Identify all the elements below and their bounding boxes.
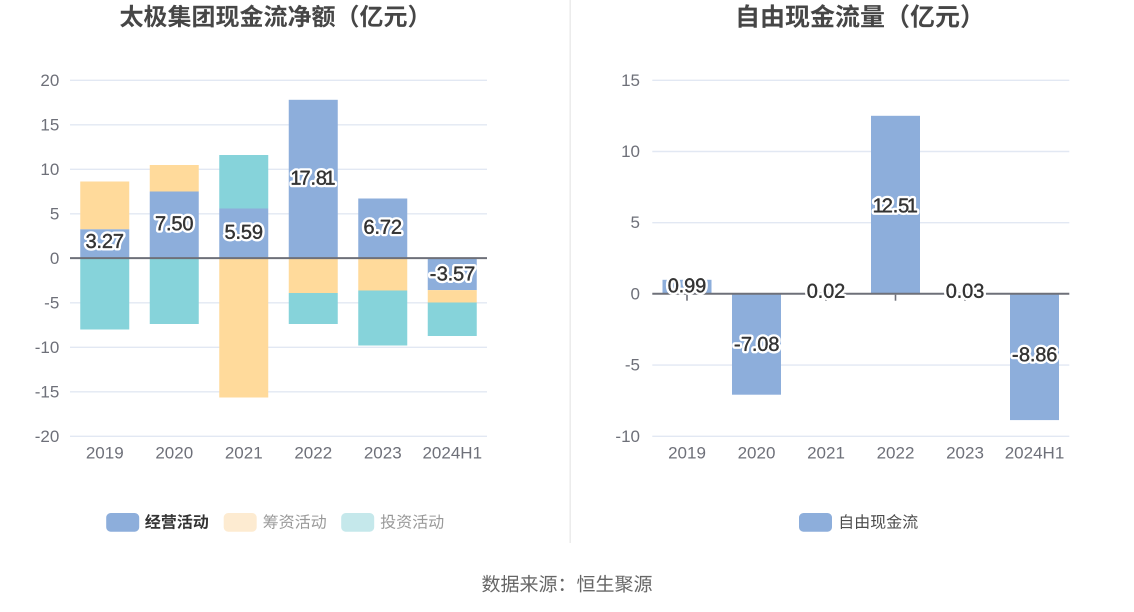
- svg-text:-10: -10: [615, 427, 640, 446]
- svg-text:10: 10: [40, 160, 59, 179]
- svg-text:10: 10: [621, 142, 640, 161]
- svg-text:5: 5: [50, 204, 59, 223]
- svg-text:2024H1: 2024H1: [422, 444, 482, 463]
- svg-text:2020: 2020: [738, 444, 776, 463]
- svg-text:-15: -15: [35, 382, 60, 401]
- svg-text:0: 0: [50, 249, 59, 268]
- svg-text:2022: 2022: [294, 444, 332, 463]
- svg-text:2021: 2021: [807, 444, 845, 463]
- svg-text:5: 5: [631, 213, 640, 232]
- svg-text:15: 15: [621, 71, 640, 90]
- svg-text:-5: -5: [625, 356, 640, 375]
- svg-text:2024H1: 2024H1: [1005, 444, 1065, 463]
- svg-text:-20: -20: [35, 427, 60, 446]
- svg-text:20: 20: [40, 71, 59, 90]
- svg-text:-10: -10: [35, 338, 60, 357]
- svg-text:2022: 2022: [877, 444, 915, 463]
- svg-text:0: 0: [631, 284, 640, 303]
- svg-text:2019: 2019: [86, 444, 124, 463]
- svg-text:15: 15: [40, 115, 59, 134]
- svg-text:2023: 2023: [946, 444, 984, 463]
- svg-text:2023: 2023: [364, 444, 402, 463]
- svg-text:2020: 2020: [155, 444, 193, 463]
- svg-text:-5: -5: [44, 293, 59, 312]
- svg-text:2019: 2019: [668, 444, 706, 463]
- svg-text:2021: 2021: [225, 444, 263, 463]
